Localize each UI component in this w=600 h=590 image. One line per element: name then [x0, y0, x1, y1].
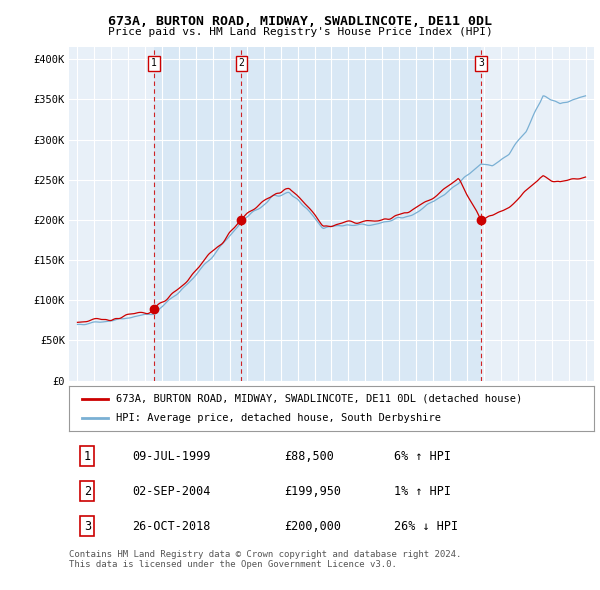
Text: 1% ↑ HPI: 1% ↑ HPI	[395, 484, 452, 498]
Text: 09-JUL-1999: 09-JUL-1999	[132, 450, 211, 463]
Text: 1: 1	[84, 450, 91, 463]
Text: £88,500: £88,500	[284, 450, 334, 463]
Text: HPI: Average price, detached house, South Derbyshire: HPI: Average price, detached house, Sout…	[116, 414, 441, 423]
Text: 3: 3	[84, 520, 91, 533]
Bar	[241, 47, 481, 381]
Text: £199,950: £199,950	[284, 484, 341, 498]
Text: 26-OCT-2018: 26-OCT-2018	[132, 520, 211, 533]
Text: £200,000: £200,000	[284, 520, 341, 533]
Text: 1: 1	[151, 58, 157, 68]
Text: Contains HM Land Registry data © Crown copyright and database right 2024.
This d: Contains HM Land Registry data © Crown c…	[69, 550, 461, 569]
Text: 673A, BURTON ROAD, MIDWAY, SWADLINCOTE, DE11 0DL (detached house): 673A, BURTON ROAD, MIDWAY, SWADLINCOTE, …	[116, 394, 523, 404]
Text: Price paid vs. HM Land Registry's House Price Index (HPI): Price paid vs. HM Land Registry's House …	[107, 27, 493, 37]
Text: 673A, BURTON ROAD, MIDWAY, SWADLINCOTE, DE11 0DL: 673A, BURTON ROAD, MIDWAY, SWADLINCOTE, …	[108, 15, 492, 28]
Text: 3: 3	[478, 58, 484, 68]
Text: 02-SEP-2004: 02-SEP-2004	[132, 484, 211, 498]
Text: 6% ↑ HPI: 6% ↑ HPI	[395, 450, 452, 463]
Text: 2: 2	[238, 58, 244, 68]
Bar	[154, 47, 241, 381]
Text: 26% ↓ HPI: 26% ↓ HPI	[395, 520, 458, 533]
Text: 2: 2	[84, 484, 91, 498]
